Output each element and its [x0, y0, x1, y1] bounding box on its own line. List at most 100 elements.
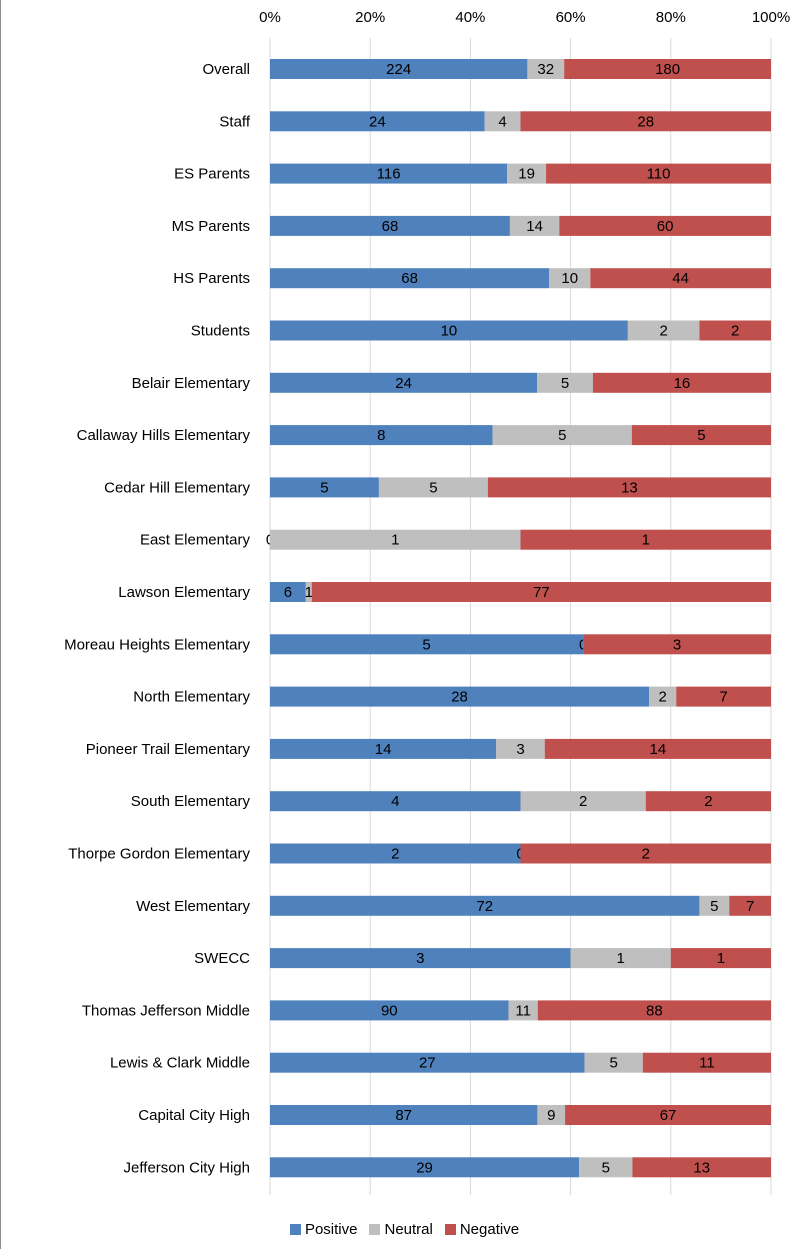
- bar-neutral-overall: [527, 59, 565, 79]
- bar-negative-overall: [564, 59, 771, 79]
- bar-neutral-capital-city-high: [537, 1105, 566, 1125]
- category-label-cedar-hill-elementary: Cedar Hill Elementary: [104, 479, 250, 496]
- data-label-positive-belair-elementary: 24: [395, 375, 412, 392]
- data-label-positive-ms-parents: 68: [382, 218, 399, 235]
- bar-neutral-east-elementary: [270, 529, 521, 550]
- category-label-hs-parents: HS Parents: [173, 270, 250, 287]
- bar-negative-east-elementary: [520, 529, 771, 550]
- data-label-negative-swecc: 1: [717, 950, 725, 967]
- data-label-neutral-jefferson-city-high: 5: [602, 1159, 610, 1176]
- data-label-neutral-hs-parents: 10: [561, 270, 578, 287]
- bar-neutral-ms-parents: [509, 215, 560, 236]
- bar-positive-thomas-jefferson-middle: [270, 1000, 509, 1021]
- category-label-thorpe-gordon-elementary: Thorpe Gordon Elementary: [68, 846, 250, 863]
- data-label-neutral-ms-parents: 14: [526, 218, 543, 235]
- bar-negative-students: [699, 320, 771, 341]
- data-label-neutral-callaway-hills-elementary: 5: [558, 427, 566, 444]
- x-tick-label: 60%: [556, 9, 586, 26]
- data-label-positive-north-elementary: 28: [451, 689, 468, 706]
- bar-positive-lawson-elementary: [270, 582, 306, 602]
- data-label-negative-thorpe-gordon-elementary: 2: [642, 846, 650, 863]
- data-label-positive-hs-parents: 68: [401, 270, 418, 287]
- category-label-overall: Overall: [202, 61, 250, 78]
- data-label-positive-moreau-heights-elementary: 5: [422, 636, 430, 653]
- bar-negative-moreau-heights-elementary: [583, 634, 771, 655]
- data-label-negative-thomas-jefferson-middle: 88: [646, 1002, 663, 1019]
- bar-neutral-thomas-jefferson-middle: [508, 1000, 538, 1021]
- data-label-neutral-south-elementary: 2: [579, 793, 587, 810]
- data-label-neutral-thomas-jefferson-middle: 11: [515, 1002, 531, 1019]
- bar-positive-capital-city-high: [270, 1105, 538, 1125]
- bar-negative-lawson-elementary: [311, 582, 771, 602]
- x-tick-label: 80%: [656, 9, 686, 26]
- bar-neutral-jefferson-city-high: [579, 1157, 633, 1178]
- bar-positive-north-elementary: [270, 686, 650, 707]
- bar-positive-pioneer-trail-elementary: [270, 738, 497, 759]
- bar-positive-students: [270, 320, 628, 341]
- bar-negative-callaway-hills-elementary: [631, 425, 771, 446]
- bar-negative-thorpe-gordon-elementary: [520, 843, 771, 864]
- bar-negative-belair-elementary: [592, 372, 771, 393]
- data-label-positive-es-parents: 116: [377, 166, 401, 183]
- legend-swatch-neutral: [369, 1224, 381, 1235]
- x-tick-label: 100%: [752, 9, 790, 26]
- category-label-students: Students: [191, 323, 250, 340]
- data-label-negative-es-parents: 110: [647, 166, 671, 183]
- x-tick-label: 40%: [455, 9, 485, 26]
- category-label-swecc: SWECC: [194, 950, 250, 967]
- data-label-positive-pioneer-trail-elementary: 14: [375, 741, 392, 758]
- data-label-neutral-overall: 32: [537, 61, 554, 78]
- data-label-neutral-students: 2: [659, 323, 667, 340]
- bar-positive-south-elementary: [270, 791, 521, 812]
- category-label-ms-parents: MS Parents: [172, 218, 250, 235]
- bar-negative-ms-parents: [559, 215, 771, 236]
- data-label-neutral-lawson-elementary: 1: [305, 584, 313, 601]
- data-label-negative-cedar-hill-elementary: 13: [621, 479, 638, 496]
- legend-label-neutral: Neutral: [384, 1221, 433, 1238]
- bar-positive-overall: [270, 59, 528, 79]
- data-label-positive-jefferson-city-high: 29: [416, 1159, 433, 1176]
- bar-negative-thomas-jefferson-middle: [537, 1000, 771, 1021]
- data-label-negative-moreau-heights-elementary: 3: [673, 636, 681, 653]
- data-label-neutral-es-parents: 19: [518, 166, 535, 183]
- data-label-negative-lawson-elementary: 77: [533, 584, 550, 601]
- category-label-callaway-hills-elementary: Callaway Hills Elementary: [77, 427, 251, 444]
- legend-swatch-positive: [289, 1224, 301, 1235]
- category-label-west-elementary: West Elementary: [136, 898, 250, 915]
- category-label-moreau-heights-elementary: Moreau Heights Elementary: [64, 636, 250, 653]
- data-label-positive-lawson-elementary: 6: [284, 584, 292, 601]
- data-label-neutral-capital-city-high: 9: [547, 1107, 555, 1124]
- data-label-neutral-belair-elementary: 5: [561, 375, 569, 392]
- legend-item-neutral: Neutral: [369, 1221, 433, 1238]
- data-label-negative-east-elementary: 1: [642, 532, 650, 549]
- data-label-negative-overall: 180: [655, 61, 680, 78]
- data-label-positive-swecc: 3: [416, 950, 424, 967]
- bar-positive-moreau-heights-elementary: [270, 634, 584, 655]
- bar-negative-capital-city-high: [565, 1105, 771, 1125]
- data-label-neutral-east-elementary: 1: [391, 532, 399, 549]
- data-label-neutral-lewis-and-clark-middle: 5: [610, 1055, 618, 1072]
- bar-neutral-lawson-elementary: [305, 582, 312, 602]
- bar-negative-staff: [520, 111, 771, 132]
- category-label-south-elementary: South Elementary: [131, 793, 251, 810]
- bar-neutral-west-elementary: [699, 895, 730, 916]
- bar-positive-belair-elementary: [270, 372, 538, 393]
- data-label-negative-hs-parents: 44: [672, 270, 689, 287]
- data-label-positive-staff: 24: [369, 113, 386, 130]
- bar-neutral-students: [627, 320, 700, 341]
- data-label-negative-staff: 28: [637, 113, 654, 130]
- category-label-east-elementary: East Elementary: [140, 532, 251, 549]
- legend-item-positive: Positive: [289, 1221, 357, 1238]
- data-label-positive-students: 10: [441, 323, 458, 340]
- data-label-neutral-staff: 4: [498, 113, 506, 130]
- bar-positive-hs-parents: [270, 268, 550, 289]
- category-label-north-elementary: North Elementary: [133, 689, 250, 706]
- bar-positive-swecc: [270, 948, 571, 969]
- data-label-negative-west-elementary: 7: [746, 898, 754, 915]
- data-label-negative-north-elementary: 7: [719, 689, 727, 706]
- category-label-thomas-jefferson-middle: Thomas Jefferson Middle: [82, 1002, 250, 1019]
- bar-negative-pioneer-trail-elementary: [544, 738, 771, 759]
- data-label-positive-callaway-hills-elementary: 8: [377, 427, 385, 444]
- x-tick-label: 0%: [259, 9, 281, 26]
